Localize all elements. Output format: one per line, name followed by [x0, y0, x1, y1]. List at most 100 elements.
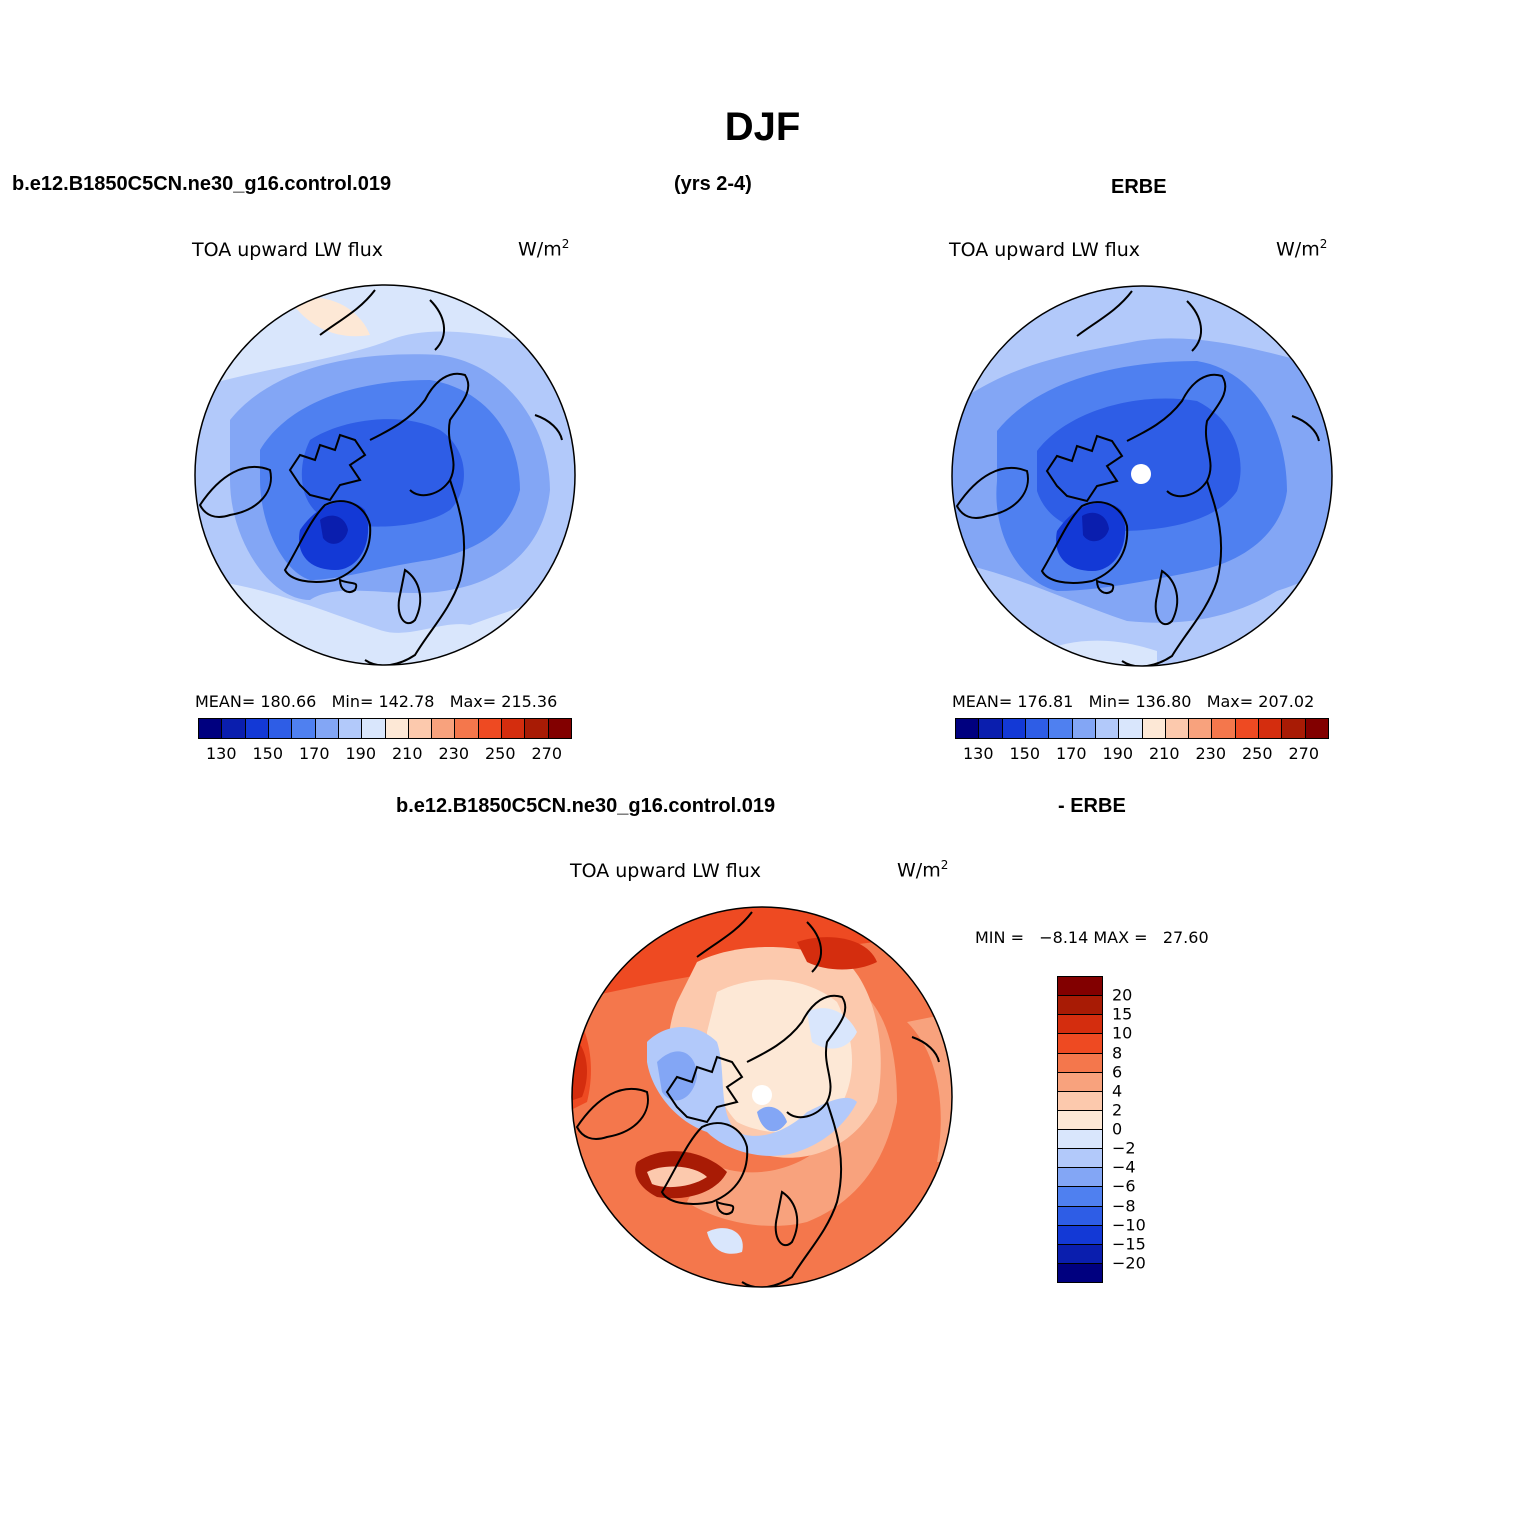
- colorbar-swatch: [502, 719, 526, 738]
- colorbar-swatch: [1058, 1015, 1102, 1035]
- colorbar-tick-label: 210: [1148, 744, 1180, 763]
- colorbar-tick-label: 170: [298, 744, 330, 763]
- colorbar-swatch: [1058, 1244, 1102, 1264]
- colorbar-swatch: [1058, 1110, 1102, 1130]
- colorbar-swatch: [1058, 1130, 1102, 1150]
- colorbar-tick-label: 4: [1112, 1081, 1123, 1101]
- colorbar-model: [198, 718, 572, 739]
- colorbar-swatch: [1049, 719, 1073, 738]
- colorbar-tick-label: 10: [1112, 1023, 1133, 1043]
- colorbar-swatch: [956, 719, 980, 738]
- colorbar-tick-label: −6: [1112, 1176, 1136, 1196]
- dataset-label-top: ERBE: [1111, 176, 1167, 198]
- colorbar-swatch: [548, 719, 571, 738]
- colorbar-swatch: [245, 719, 269, 738]
- colorbar-swatch: [1305, 719, 1328, 738]
- colorbar-tick-label: 2: [1112, 1100, 1123, 1120]
- colorbar-tick-label: 150: [252, 744, 284, 763]
- colorbar-swatch: [222, 719, 246, 738]
- colorbar-swatch: [478, 719, 503, 738]
- colorbar-tick-label: 250: [1241, 744, 1273, 763]
- colorbar-swatch: [1235, 719, 1260, 738]
- colorbar-tick-label: 230: [438, 744, 470, 763]
- main-title: DJF: [724, 105, 801, 149]
- colorbar-swatch: [1058, 1206, 1102, 1226]
- case-name-top: b.e12.B1850C5CN.ne30_g16.control.019: [12, 173, 392, 195]
- colorbar-swatch: [1119, 719, 1143, 738]
- colorbar-tick-label: 6: [1112, 1062, 1123, 1082]
- years-label: (yrs 2-4): [674, 173, 752, 195]
- stats-diff: MIN = −8.14 MAX = 27.60: [975, 928, 1209, 947]
- colorbar-swatch: [1058, 1225, 1102, 1245]
- minus-erbe-label: - ERBE: [1058, 795, 1126, 817]
- colorbar-swatch: [1259, 719, 1283, 738]
- colorbar-swatch: [1212, 719, 1236, 738]
- colorbar-tick-label: −15: [1112, 1234, 1146, 1254]
- colorbar-swatch: [1058, 1168, 1102, 1188]
- colorbar-tick-label: 8: [1112, 1043, 1123, 1062]
- stats-obs: MEAN= 176.81 Min= 136.80 Max= 207.02: [952, 692, 1315, 711]
- polar-map-difference: [571, 906, 953, 1288]
- colorbar-tick-label: −2: [1112, 1138, 1136, 1158]
- colorbar-tick-label: 130: [205, 744, 237, 763]
- colorbar-swatch: [199, 719, 223, 738]
- colorbar-swatch: [1058, 1149, 1102, 1169]
- plot-title-model: TOA upward LW flux: [192, 239, 384, 261]
- colorbar-tick-label: 170: [1055, 744, 1087, 763]
- colorbar-swatch: [1025, 719, 1050, 738]
- colorbar-swatch: [1072, 719, 1096, 738]
- colorbar-swatch: [1058, 1091, 1102, 1111]
- colorbar-swatch: [1189, 719, 1213, 738]
- colorbar-swatch: [385, 719, 409, 738]
- units-obs: W/m2: [1276, 237, 1328, 261]
- colorbar-swatch: [432, 719, 456, 738]
- colorbar-swatch: [1165, 719, 1190, 738]
- plot-title-diff: TOA upward LW flux: [570, 860, 762, 882]
- colorbar-tick-label: 230: [1195, 744, 1227, 763]
- colorbar-swatch: [362, 719, 386, 738]
- colorbar-tick-label: −20: [1112, 1253, 1146, 1273]
- colorbar-swatch: [979, 719, 1003, 738]
- colorbar-tick-label: 130: [962, 744, 994, 763]
- polar-map-model: [194, 284, 576, 666]
- colorbar-tick-label: 210: [391, 744, 423, 763]
- colorbar-swatch: [292, 719, 316, 738]
- colorbar-tick-label: −10: [1112, 1215, 1146, 1235]
- colorbar-swatch: [1058, 1187, 1102, 1207]
- colorbar-swatch: [338, 719, 363, 738]
- colorbar-tick-label: −8: [1112, 1196, 1136, 1215]
- stats-model: MEAN= 180.66 Min= 142.78 Max= 215.36: [195, 692, 558, 711]
- colorbar-obs: [955, 718, 1329, 739]
- colorbar-swatch: [1058, 1263, 1102, 1282]
- colorbar-swatch: [1142, 719, 1166, 738]
- colorbar-tick-label: −4: [1112, 1157, 1136, 1177]
- colorbar-swatch: [1282, 719, 1306, 738]
- colorbar-swatch: [1058, 1072, 1102, 1092]
- colorbar-swatch: [408, 719, 433, 738]
- colorbar-swatch: [315, 719, 339, 738]
- colorbar-swatch: [268, 719, 293, 738]
- colorbar-swatch: [525, 719, 549, 738]
- units-diff: W/m2: [897, 858, 949, 882]
- colorbar-swatch: [1058, 996, 1102, 1016]
- colorbar-difference: [1057, 976, 1103, 1283]
- colorbar-swatch: [1002, 719, 1026, 738]
- colorbar-swatch: [1058, 1034, 1102, 1054]
- colorbar-tick-label: 190: [345, 744, 377, 763]
- colorbar-swatch: [1058, 977, 1102, 997]
- colorbar-swatch: [1095, 719, 1120, 738]
- colorbar-swatch: [1058, 1053, 1102, 1073]
- colorbar-tick-label: 20: [1112, 985, 1133, 1005]
- colorbar-tick-label: 270: [1288, 744, 1320, 763]
- colorbar-tick-label: 0: [1112, 1119, 1123, 1139]
- case-name-bottom: b.e12.B1850C5CN.ne30_g16.control.019: [396, 795, 776, 817]
- colorbar-swatch: [455, 719, 479, 738]
- units-model: W/m2: [518, 237, 570, 261]
- colorbar-tick-label: 270: [531, 744, 563, 763]
- colorbar-tick-label: 150: [1009, 744, 1041, 763]
- colorbar-tick-label: 15: [1112, 1004, 1133, 1024]
- polar-map-obs: [951, 285, 1333, 667]
- plot-title-obs: TOA upward LW flux: [949, 239, 1141, 261]
- colorbar-tick-label: 190: [1102, 744, 1134, 763]
- colorbar-tick-label: 250: [484, 744, 516, 763]
